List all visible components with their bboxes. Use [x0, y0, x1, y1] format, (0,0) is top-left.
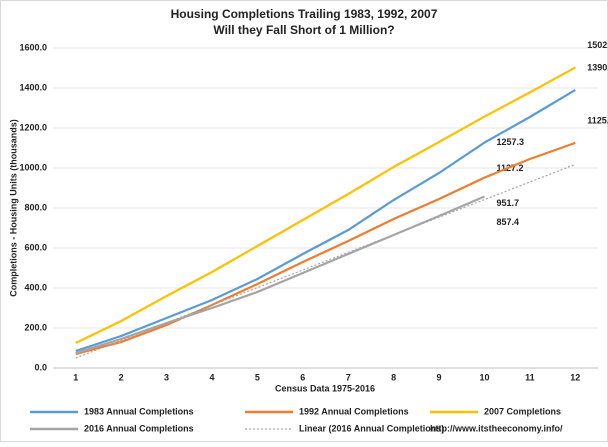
- legend-label: Linear (2016 Annual Completions): [299, 423, 444, 433]
- data-label: 857.4: [496, 217, 519, 227]
- y-tick-label: 1400.0: [19, 82, 47, 92]
- data-label: 1125.6: [587, 115, 608, 125]
- series-line: [75, 66, 576, 344]
- chart-subtitle: Will they Fall Short of 1 Million?: [213, 23, 394, 37]
- series-line: [75, 141, 576, 356]
- y-tick-label: 1000.0: [19, 162, 47, 172]
- x-tick-label: 11: [525, 372, 535, 382]
- y-tick-label: 200.0: [24, 322, 47, 332]
- y-tick-label: 800.0: [24, 202, 47, 212]
- y-tick-label: 1200.0: [19, 122, 47, 132]
- x-tick-label: 7: [346, 372, 351, 382]
- x-tick-label: 4: [209, 372, 214, 382]
- x-tick-label: 10: [479, 372, 489, 382]
- x-tick-label: 1: [73, 372, 78, 382]
- data-label: 951.7: [496, 198, 519, 208]
- x-tick-label: 8: [391, 372, 396, 382]
- y-tick-label: 400.0: [24, 282, 47, 292]
- x-tick-label: 12: [570, 372, 580, 382]
- data-label: 1502.8: [587, 40, 608, 50]
- series-line: [75, 163, 576, 359]
- x-tick-label: 9: [437, 372, 442, 382]
- x-tick-label: 3: [164, 372, 169, 382]
- x-axis-label: Census Data 1975-2016: [275, 383, 375, 393]
- y-tick-label: 0.0: [34, 362, 47, 372]
- legend-label: 2007 Completions: [484, 406, 561, 416]
- data-label: 1257.3: [496, 137, 524, 147]
- source: http://www.itstheeconomy.info/: [430, 423, 563, 433]
- data-label: 1390.5: [587, 62, 608, 72]
- y-tick-label: 600.0: [24, 242, 47, 252]
- series-line: [75, 88, 576, 353]
- legend-label: 2016 Annual Completions: [84, 423, 194, 433]
- x-tick-label: 6: [300, 372, 305, 382]
- x-tick-label: 5: [255, 372, 260, 382]
- x-tick-label: 2: [119, 372, 124, 382]
- y-axis-label: Completions - Housing Units (thousands): [8, 119, 18, 297]
- chart-title: Housing Completions Trailing 1983, 1992,…: [171, 7, 438, 21]
- legend-label: 1983 Annual Completions: [84, 406, 194, 416]
- legend-label: 1992 Annual Completions: [299, 406, 409, 416]
- y-tick-label: 1600.0: [19, 42, 47, 52]
